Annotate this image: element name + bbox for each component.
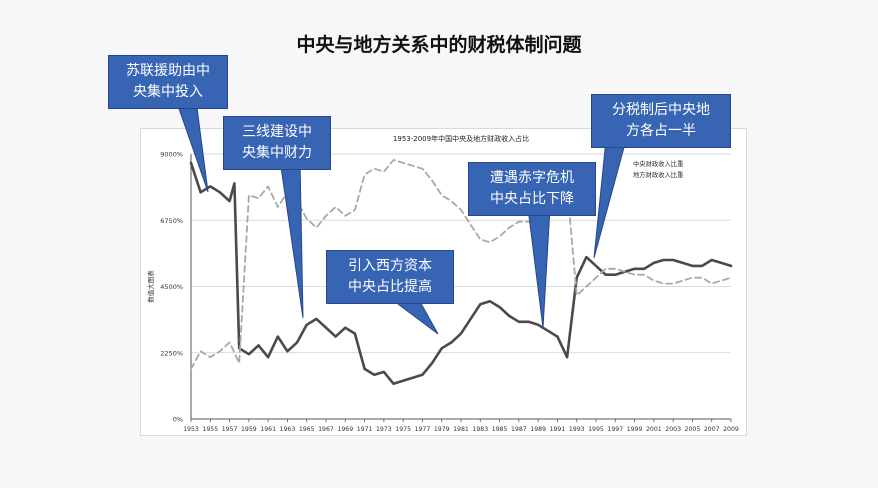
x-tick-label: 1987 — [511, 426, 527, 433]
callout-pointer-deficit — [527, 207, 551, 329]
callout-western-capital: 引入西方资本 中央占比提高 — [326, 250, 454, 304]
x-tick-label: 2001 — [646, 426, 662, 433]
x-tick-label: 1995 — [588, 426, 604, 433]
x-tick-label: 1975 — [395, 426, 411, 433]
x-tick-label: 1977 — [415, 426, 431, 433]
x-tick-label: 2009 — [723, 426, 739, 433]
x-tick-label: 2007 — [704, 426, 720, 433]
x-tick-label: 1999 — [627, 426, 643, 433]
x-tick-label: 1997 — [607, 426, 623, 433]
x-tick-label: 2003 — [665, 426, 681, 433]
x-tick-label: 1963 — [280, 426, 296, 433]
legend-entry: 地方财政收入比重 — [633, 170, 683, 179]
callout-tax-sharing: 分税制后中央地 方各占一半 — [591, 94, 731, 148]
x-tick-label: 1969 — [337, 426, 353, 433]
slide-title: 中央与地方关系中的财税体制问题 — [296, 34, 582, 56]
chart-title: 1953-2009年中国中央及地方财政收入占比 — [393, 134, 529, 143]
x-tick-label: 1971 — [357, 426, 373, 433]
series-line-local — [190, 159, 732, 370]
legend-entry: 中央财政收入比重 — [633, 159, 683, 168]
line-chart: 1953-2009年中国中央及地方财政收入占比 0% 2250% 4500% 6750%… — [146, 134, 739, 433]
x-tick-label: 1961 — [260, 426, 276, 433]
x-tick-label: 1967 — [318, 426, 334, 433]
callout-deficit-crisis: 遭遇赤字危机 中央占比下降 — [468, 162, 596, 216]
x-tick-label: 1985 — [492, 426, 508, 433]
x-tick-label: 1955 — [202, 426, 218, 433]
callout-pointer-tax-sharing — [593, 139, 627, 259]
callout-pointer-soviet — [175, 99, 209, 193]
x-tick-label: 1953 — [183, 426, 199, 433]
x-tick-label: 1959 — [241, 426, 257, 433]
y-tick-label: 6750% — [160, 217, 183, 225]
x-tick-label: 1965 — [299, 426, 315, 433]
y-tick-label: 0% — [173, 416, 183, 424]
x-tick-label: 1981 — [453, 426, 469, 433]
y-axis-label: 数值大图表 — [146, 270, 155, 303]
x-tick-label: 1979 — [434, 426, 450, 433]
callout-pointer-third-front — [279, 159, 304, 319]
callout-third-front: 三线建设中 央集中财力 — [223, 116, 331, 170]
callout-soviet-aid: 苏联援助由中 央集中投入 — [108, 55, 228, 109]
x-tick-label: 1991 — [550, 426, 566, 433]
y-tick-label: 2250% — [160, 349, 183, 357]
x-tick-label: 1989 — [530, 426, 546, 433]
y-tick-label: 4500% — [160, 283, 183, 291]
x-tick-label: 2005 — [685, 426, 701, 433]
y-tick-label: 9000% — [160, 151, 183, 159]
x-tick-label: 1957 — [222, 426, 238, 433]
series-line-central — [189, 161, 733, 385]
x-tick-label: 1983 — [472, 426, 488, 433]
x-tick-label: 1993 — [569, 426, 585, 433]
x-tick-label: 1973 — [376, 426, 392, 433]
